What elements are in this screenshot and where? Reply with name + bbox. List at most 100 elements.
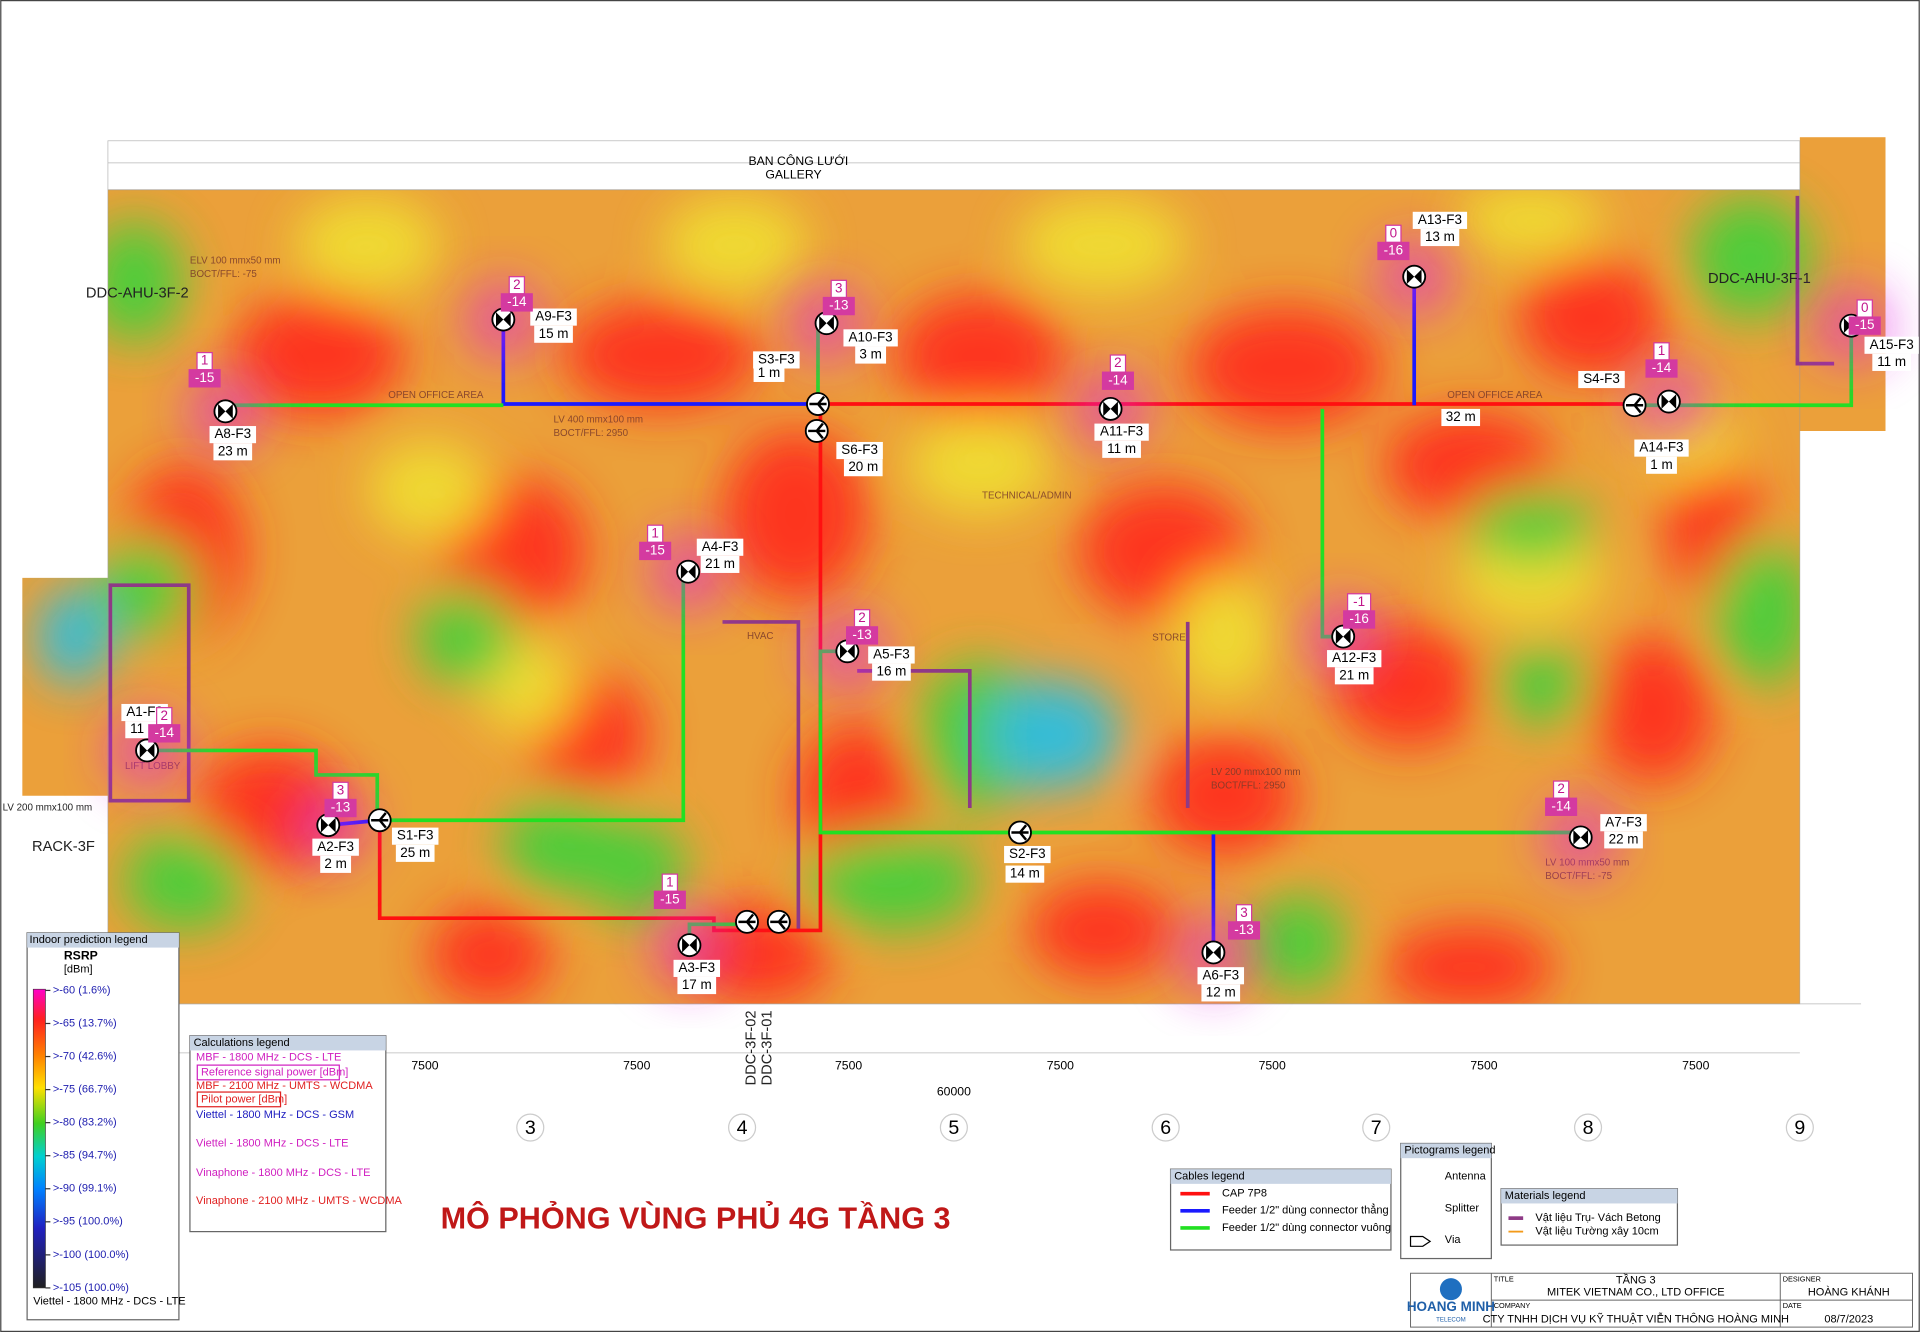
legend-header (1400, 1143, 1492, 1159)
cable-length-box (843, 459, 883, 477)
room-label: TECHNICAL/ADMIN (982, 490, 1072, 501)
plan-lines (73, 140, 1862, 1054)
antenna-value: -14 (507, 294, 527, 309)
heat-blob (294, 195, 441, 294)
cable-length-box (1201, 984, 1241, 1002)
legend-item: >-60 (1.6%) (53, 984, 111, 996)
antenna-name: A9-F3 (535, 309, 572, 324)
antenna-name: A7-F3 (1605, 814, 1642, 829)
heat-blob (1248, 893, 1347, 992)
legend-item: Viettel - 1800 MHz - DCS - GSM (196, 1109, 354, 1121)
antenna-name-box (312, 838, 359, 856)
cable-length: 15 m (539, 326, 569, 341)
antenna-icon (496, 312, 511, 327)
field-label: TITLE (1494, 1274, 1514, 1283)
dimension: 7500 (1470, 1059, 1497, 1073)
cable-length: 22 m (1609, 831, 1639, 846)
legend-item: >-85 (94.7%) (53, 1150, 117, 1162)
legend-item: MBF - 2100 MHz - UMTS - WCDMA (196, 1080, 373, 1092)
antenna-value: 3 (1240, 905, 1247, 920)
dimension: 7500 (1682, 1059, 1709, 1073)
dimension-total: 60000 (937, 1084, 971, 1098)
logo-mark (1439, 1278, 1462, 1301)
heatmap (22, 137, 1886, 1004)
antenna-name-box (1600, 814, 1647, 832)
legend-header (1170, 1169, 1391, 1184)
axis-label: 4 (737, 1117, 748, 1139)
dimension: 7500 (1259, 1059, 1286, 1073)
antenna-value: -13 (1234, 922, 1253, 937)
legend-title: Pictograms legend (1404, 1145, 1495, 1157)
cable-length-box (1604, 831, 1643, 849)
antenna-icon (1402, 264, 1427, 289)
antenna-value: -13 (829, 298, 848, 313)
heat-blob (1187, 306, 1384, 429)
heat-blob (985, 679, 1121, 790)
heat-blob (416, 587, 515, 686)
cable-length-box (534, 325, 573, 343)
legend-item: >-95 (100.0%) (53, 1216, 123, 1228)
legend-unit: [dBm] (64, 964, 93, 976)
heat-blob (1457, 183, 1604, 258)
antenna-name: A6-F3 (1202, 967, 1239, 982)
antenna-icon (680, 564, 696, 580)
antenna-name-box (696, 538, 744, 556)
antenna-name-box (530, 308, 577, 326)
antenna-value: 1 (1658, 343, 1665, 358)
antenna-name-box (868, 646, 915, 664)
cable-length-box (1646, 456, 1677, 474)
antenna-value: -14 (1551, 798, 1571, 813)
antenna-name: A11-F3 (1100, 424, 1143, 439)
splitter-icon (1626, 397, 1644, 414)
axis-bubble (1362, 1113, 1391, 1142)
axis-label: 9 (1794, 1117, 1805, 1139)
legend-item: Reference signal power [dBm] (201, 1066, 348, 1078)
antenna-value-box (1101, 371, 1134, 390)
heat-blob (1714, 538, 1813, 686)
legend-item: >-100 (100.0%) (53, 1249, 129, 1261)
via-icon (1409, 1235, 1432, 1247)
antenna-value: -1 (1353, 594, 1365, 609)
cable-length-box (1441, 408, 1481, 427)
heat-blob (563, 299, 760, 411)
cable-length: 21 m (1339, 667, 1369, 682)
legend-item: Antenna (1445, 1170, 1487, 1182)
splitter-icon (809, 395, 827, 413)
legend-item: Feeder 1/2" dùng connector vuông (1222, 1222, 1391, 1234)
antenna-name-box (1094, 423, 1149, 441)
logo-sub: TELECOM (1436, 1316, 1466, 1323)
cable-length: 17 m (682, 977, 712, 992)
heat-blob (122, 832, 246, 931)
heat-blob (661, 195, 809, 294)
antenna-name-box (673, 959, 721, 977)
dimension: 7500 (1047, 1059, 1074, 1073)
room-label: HVAC (747, 631, 773, 642)
heat-blob (1150, 734, 1298, 857)
cable-length: 14 m (1010, 866, 1040, 881)
antenna-value: -15 (645, 542, 664, 557)
antenna-value-box (1227, 921, 1261, 940)
legend-item-box (196, 1064, 340, 1081)
legend-footer: Viettel - 1800 MHz - DCS - LTE (33, 1295, 185, 1307)
antenna-value-box (1645, 359, 1678, 378)
splitter-name: S1-F3 (397, 828, 434, 843)
pictograms-legend-box (1400, 1142, 1492, 1260)
splitter-name: S6-F3 (841, 442, 878, 457)
antenna-icon (1335, 629, 1351, 644)
splitter-name: S2-F3 (1009, 846, 1046, 861)
legend-title: Cables legend (1174, 1170, 1244, 1182)
cable-length: 12 m (1206, 984, 1236, 999)
axis-bubble (1573, 1113, 1603, 1142)
legend-item: >-70 (42.6%) (53, 1050, 117, 1062)
splitter-icon (371, 812, 389, 829)
antenna-value-box (148, 724, 181, 743)
antenna-value: 3 (835, 280, 842, 295)
field-label: DESIGNER (1783, 1274, 1821, 1283)
antenna-value-box (500, 293, 533, 312)
antenna-name: A8-F3 (214, 426, 251, 441)
splitter-name: S4-F3 (1583, 371, 1620, 386)
antenna-name: A2-F3 (317, 839, 354, 854)
antenna-value-box (822, 296, 855, 316)
